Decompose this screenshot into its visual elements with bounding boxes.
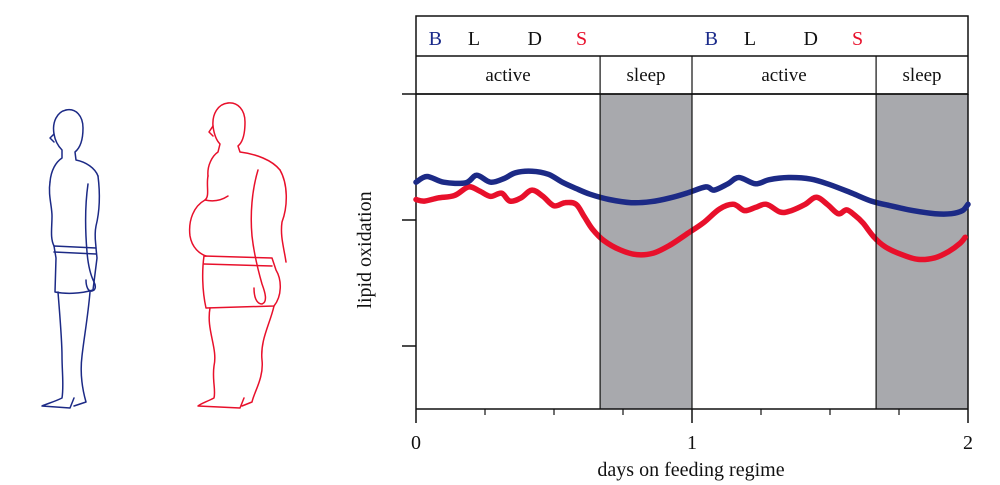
- obese-person-icon: [188, 102, 287, 409]
- lean-person-icon: [41, 108, 101, 409]
- period-label-active: active: [485, 65, 530, 86]
- meal-label-S: S: [576, 28, 587, 50]
- axes: 0 1 2: [402, 93, 973, 454]
- meal-label-S: S: [852, 28, 863, 50]
- x-tick-label: 2: [963, 432, 973, 454]
- period-label-active: active: [761, 65, 806, 86]
- meal-label-D: D: [803, 28, 817, 50]
- meal-label-L: L: [468, 28, 480, 50]
- sleep-band: [600, 94, 692, 409]
- series-line-lean: [413, 168, 971, 217]
- x-axis-label: days on feeding regime: [597, 459, 784, 481]
- meal-label-L: L: [744, 28, 756, 50]
- series-lines: [413, 168, 971, 263]
- meal-label-B: B: [705, 28, 718, 50]
- period-label-sleep: sleep: [627, 65, 666, 86]
- series-line-obese: [413, 184, 968, 263]
- chart-header: active sleep active sleep B L D S B L D S: [415, 15, 969, 409]
- x-tick-label: 0: [411, 432, 421, 454]
- meal-label-D: D: [527, 28, 541, 50]
- lipid-oxidation-chart: active sleep active sleep B L D S B L D S 0 1 2: [402, 15, 973, 454]
- meal-label-B: B: [429, 28, 442, 50]
- y-axis-label: lipid oxidation: [354, 191, 376, 308]
- x-tick-label: 1: [687, 432, 697, 454]
- period-label-sleep: sleep: [903, 65, 942, 86]
